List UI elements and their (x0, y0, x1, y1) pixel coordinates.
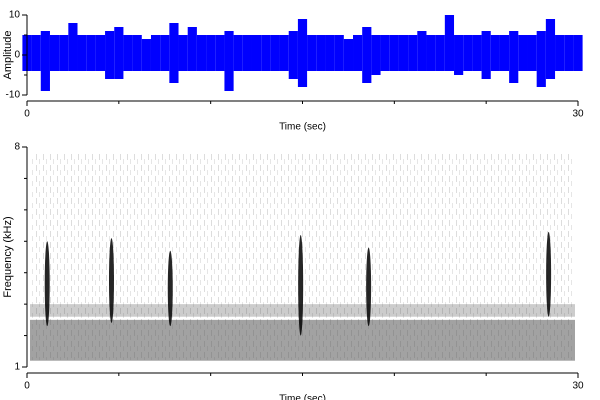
waveform-segment (417, 31, 427, 71)
waveform-segment (518, 35, 528, 71)
waveform-segment (362, 27, 372, 83)
waveform-segment (398, 35, 409, 71)
waveform-segment (343, 39, 354, 71)
call (546, 231, 552, 317)
y-tick-label: 8 (14, 142, 20, 153)
waveform-segment (233, 35, 243, 71)
waveform-segment (196, 35, 207, 71)
waveform-segment (77, 35, 87, 71)
waveform-segment (49, 35, 60, 71)
waveform-segment (187, 27, 197, 71)
waveform-segment (270, 35, 280, 71)
waveform-segment (95, 35, 106, 71)
y-tick-label: -10 (6, 90, 21, 101)
waveform-segment (288, 31, 298, 79)
waveform-segment (499, 35, 510, 71)
x-tick-label: 30 (572, 381, 584, 392)
x-axis-title: Time (sec) (279, 394, 326, 400)
waveform-segment (160, 35, 170, 71)
waveform-segment (527, 35, 537, 71)
y-tick-label: 1 (14, 362, 20, 373)
waveform-segment (114, 27, 124, 79)
waveform-segment (380, 35, 390, 71)
y-tick-label: 0 (14, 50, 20, 61)
waveform-segment (389, 35, 399, 71)
x-tick-label: 0 (24, 381, 30, 392)
waveform-segment (564, 35, 574, 71)
call (167, 250, 173, 327)
waveform-segment (279, 35, 289, 71)
waveform-segment (444, 15, 455, 71)
x-tick-label: 30 (572, 109, 584, 120)
waveform-segment (123, 35, 133, 71)
waveform-segment (509, 31, 519, 83)
waveform-segment (454, 35, 464, 75)
waveform-segment (573, 35, 583, 71)
waveform-segment (408, 35, 418, 71)
waveform-segment (490, 35, 500, 71)
waveform-segment (353, 35, 363, 71)
waveform-segment (169, 23, 179, 83)
waveform-segment (261, 35, 271, 71)
waveform-segment (435, 35, 445, 71)
y-tick-label: 10 (9, 10, 21, 21)
waveform-segment (481, 31, 491, 79)
waveform-segment (307, 35, 317, 71)
waveform-segment (334, 35, 344, 71)
waveform-segment (316, 35, 326, 71)
y-axis-title: Amplitude (2, 31, 14, 80)
waveform-segment (105, 31, 115, 79)
waveform-segment (371, 35, 381, 75)
x-tick-label: 0 (24, 109, 30, 120)
waveform-segment (251, 35, 262, 71)
x-axis-title: Time (sec) (279, 122, 326, 133)
waveform-segment (178, 35, 188, 71)
waveform-segment (68, 23, 78, 71)
waveform-segment (31, 35, 41, 71)
waveform-segment (215, 35, 225, 71)
waveform-segment (206, 35, 216, 71)
waveform-segment (545, 19, 556, 79)
waveform-segment (40, 31, 50, 91)
waveform-segment (150, 35, 161, 71)
waveform-segment (224, 31, 234, 91)
noise-band (30, 319, 575, 361)
waveform-segment (297, 19, 308, 87)
call (366, 247, 372, 327)
waveform-segment (86, 35, 96, 71)
waveform-segment (555, 35, 565, 71)
call (108, 238, 114, 323)
call (44, 241, 50, 327)
waveform-segment (59, 35, 69, 71)
y-axis-title: Frequency (kHz) (2, 216, 14, 297)
call (298, 235, 304, 336)
waveform-segment (325, 35, 335, 71)
waveform-segment (463, 35, 473, 71)
waveform-segment (141, 39, 151, 71)
waveform-segment (472, 35, 482, 71)
waveform-segment (536, 31, 546, 87)
waveform-segment (426, 35, 436, 71)
waveform-segment (132, 35, 142, 71)
waveform-segment (242, 35, 252, 71)
